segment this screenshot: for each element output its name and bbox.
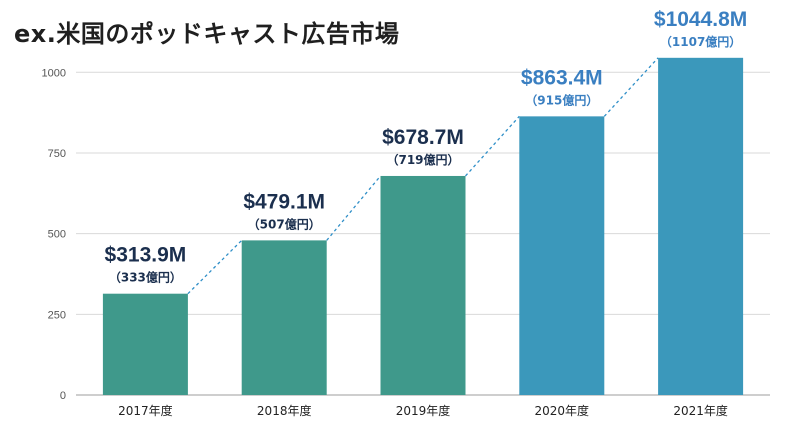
x-tick-label: 2018年度 — [257, 403, 312, 418]
yen-label: （719億円） — [386, 152, 459, 167]
bar — [102, 293, 188, 395]
y-tick-label: 1000 — [42, 67, 66, 79]
value-label: $678.7M — [382, 126, 464, 149]
y-tick-label: 500 — [48, 229, 66, 241]
value-label: $1044.8M — [654, 8, 747, 31]
bars — [102, 57, 744, 395]
bar — [519, 116, 605, 395]
value-labels: $313.9M （333億円） $479.1M （507億円） $678.7M （719億… — [105, 8, 748, 285]
value-label: $479.1M — [243, 190, 325, 213]
y-axis-ticks: 0 250 500 750 1000 — [42, 67, 66, 402]
x-tick-label: 2020年度 — [535, 403, 590, 418]
y-tick-label: 250 — [48, 309, 66, 321]
yen-label: （507億円） — [248, 216, 321, 231]
bar — [658, 57, 744, 395]
trend-segment — [187, 239, 243, 295]
value-label: $863.4M — [521, 66, 603, 89]
trend-segment — [603, 57, 659, 117]
x-axis-labels: 2017年度 2018年度 2019年度 2020年度 2021年度 — [118, 403, 728, 418]
x-tick-label: 2019年度 — [396, 403, 451, 418]
trend-line — [187, 57, 659, 295]
chart-title: ex.米国のポッドキャスト広告市場 — [14, 20, 400, 48]
bar — [241, 240, 327, 395]
bar — [380, 175, 466, 395]
yen-label: （1107億円） — [660, 34, 741, 49]
yen-label: （915億円） — [525, 92, 598, 107]
yen-label: （333億円） — [109, 270, 182, 285]
x-tick-label: 2021年度 — [673, 403, 728, 418]
value-label: $313.9M — [105, 244, 187, 267]
y-tick-label: 750 — [48, 148, 66, 160]
trend-segment — [465, 115, 520, 177]
x-tick-label: 2017年度 — [118, 403, 173, 418]
y-tick-label: 0 — [60, 390, 66, 402]
trend-segment — [326, 175, 381, 241]
